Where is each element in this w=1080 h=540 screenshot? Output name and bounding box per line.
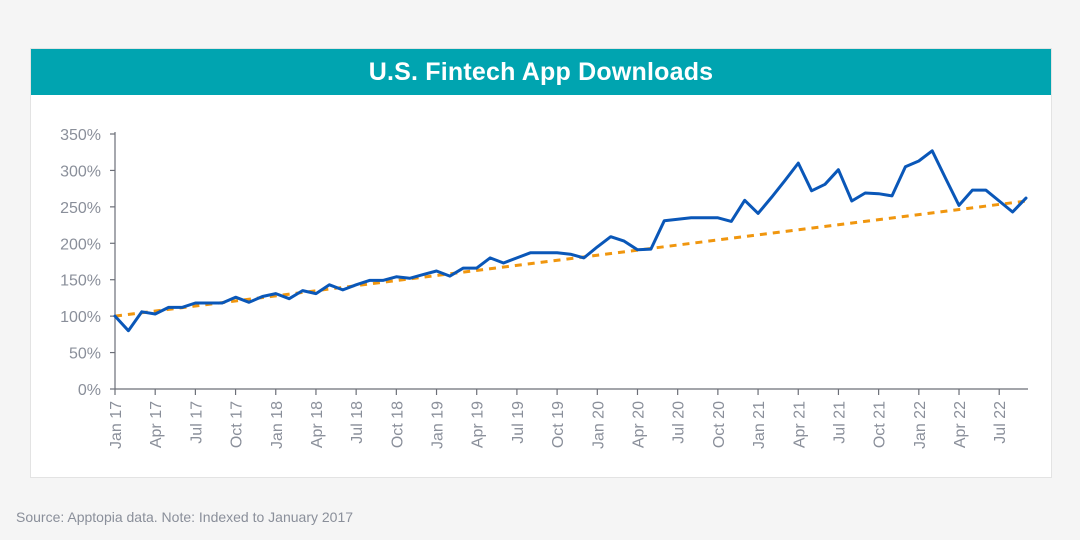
x-tick-label: Oct 18 — [389, 401, 406, 448]
x-tick-label: Jul 18 — [349, 401, 366, 444]
y-tick-label: 100% — [60, 309, 101, 326]
x-tick-label: Jul 17 — [188, 401, 205, 444]
y-tick-label: 150% — [60, 273, 101, 290]
x-tick-label: Jan 19 — [430, 401, 447, 449]
x-tick-label: Apr 18 — [309, 401, 326, 448]
x-tick-label: Jan 22 — [912, 401, 929, 449]
x-tick-label: Jul 19 — [510, 401, 527, 444]
x-tick-label: Jul 21 — [831, 401, 848, 444]
x-tick-label: Apr 17 — [148, 401, 165, 448]
x-tick-label: Oct 20 — [711, 401, 728, 448]
downloads-line — [113, 149, 1028, 333]
x-tick-label: Jan 20 — [590, 401, 607, 449]
x-tick-label: Apr 22 — [952, 401, 969, 448]
y-tick-label: 0% — [78, 382, 101, 399]
x-tick-label: Jan 21 — [751, 401, 768, 449]
line-chart: 0% 50% 100% 150% 200% 250% 300% 350% Jan 17 Apr 1… — [60, 127, 1028, 449]
x-tick-label: Apr 20 — [630, 401, 647, 448]
x-tick-label: Oct 19 — [550, 401, 567, 448]
y-tick-label: 200% — [60, 236, 101, 253]
y-tick-label: 300% — [60, 163, 101, 180]
chart-card: U.S. Fintech App Downloads 0% 50% 100% 150%… — [30, 48, 1052, 478]
trend-line — [114, 199, 1027, 318]
x-tick-label: Jan 17 — [108, 401, 125, 449]
x-tick-label: Apr 21 — [791, 401, 808, 448]
x-tick-label: Oct 17 — [229, 401, 246, 448]
y-tick-label: 350% — [60, 127, 101, 144]
x-tick-label: Jul 20 — [671, 401, 688, 444]
x-tick-label: Oct 21 — [872, 401, 889, 448]
chart-title: U.S. Fintech App Downloads — [31, 49, 1051, 95]
source-note: Source: Apptopia data. Note: Indexed to … — [16, 509, 354, 525]
x-tick-label: Jul 22 — [992, 401, 1009, 444]
y-tick-label: 250% — [60, 200, 101, 217]
y-tick-label: 50% — [69, 346, 101, 363]
x-tick-label: Jan 18 — [269, 401, 286, 449]
x-tick-label: Apr 19 — [470, 401, 487, 448]
